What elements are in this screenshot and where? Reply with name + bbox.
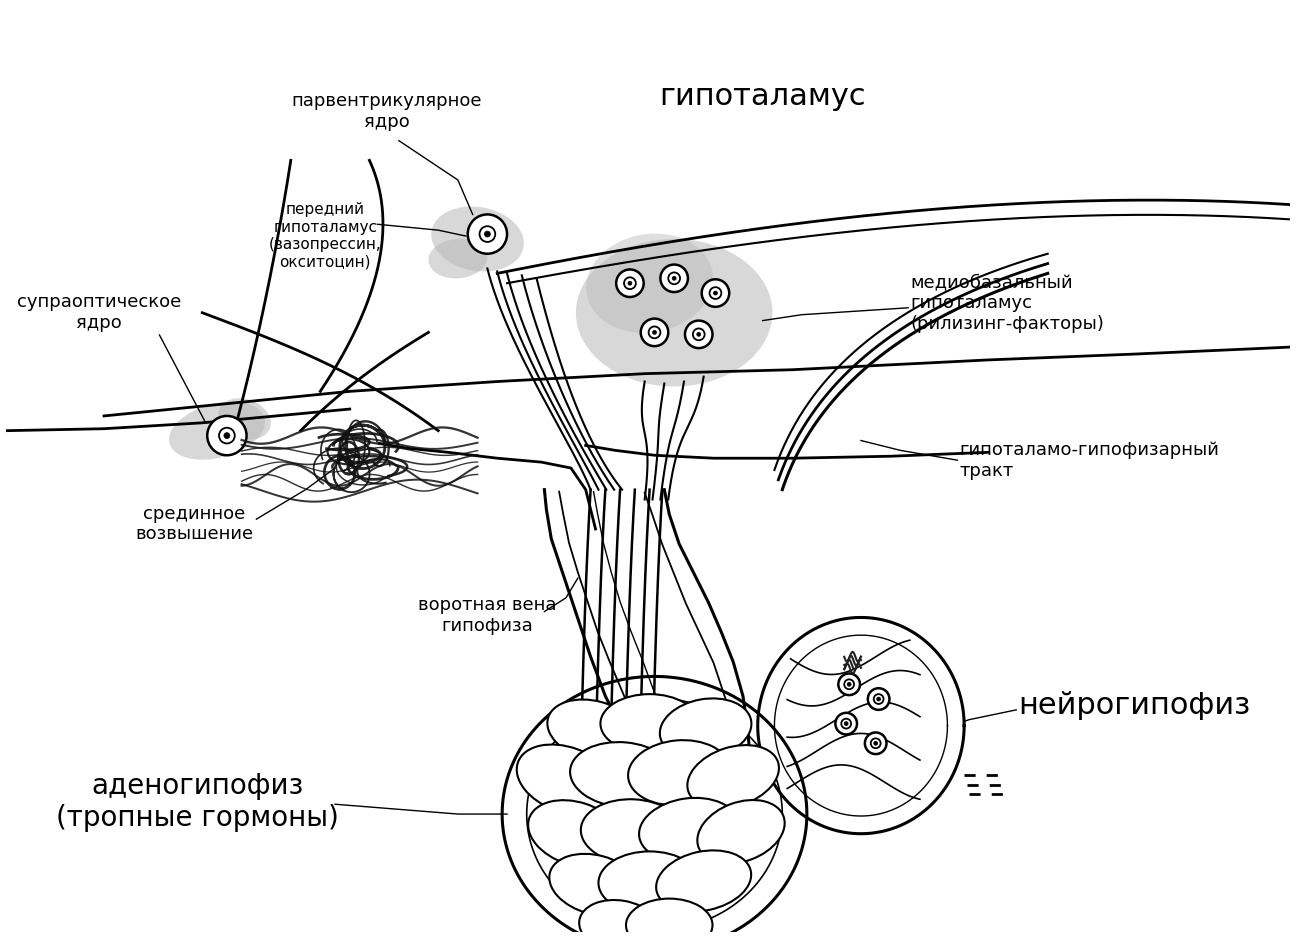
Circle shape xyxy=(848,682,852,686)
Ellipse shape xyxy=(576,239,772,386)
Circle shape xyxy=(838,673,859,695)
Circle shape xyxy=(479,227,495,242)
Circle shape xyxy=(673,276,677,280)
Ellipse shape xyxy=(528,800,623,868)
Ellipse shape xyxy=(168,401,265,460)
Circle shape xyxy=(208,415,247,455)
Text: гипоталамус: гипоталамус xyxy=(660,82,866,111)
Text: парвентрикулярное
ядро: парвентрикулярное ядро xyxy=(291,92,482,131)
Ellipse shape xyxy=(598,852,701,915)
Ellipse shape xyxy=(687,745,778,808)
Circle shape xyxy=(641,319,669,346)
Ellipse shape xyxy=(579,900,661,940)
Circle shape xyxy=(653,331,657,335)
Circle shape xyxy=(874,694,884,704)
Ellipse shape xyxy=(547,699,640,761)
Circle shape xyxy=(669,273,680,284)
Text: воротная вена
гипофиза: воротная вена гипофиза xyxy=(418,596,556,635)
Circle shape xyxy=(841,719,852,728)
Ellipse shape xyxy=(431,207,524,272)
Ellipse shape xyxy=(581,799,684,864)
Ellipse shape xyxy=(660,698,751,759)
Text: срединное
возвышение: срединное возвышение xyxy=(136,505,253,543)
Ellipse shape xyxy=(601,694,699,753)
Circle shape xyxy=(223,432,230,439)
Circle shape xyxy=(844,722,848,726)
Ellipse shape xyxy=(517,744,615,815)
Ellipse shape xyxy=(626,899,713,940)
Circle shape xyxy=(684,321,713,348)
Circle shape xyxy=(697,333,701,337)
Text: нейрогипофиз: нейрогипофиз xyxy=(1019,692,1250,720)
Ellipse shape xyxy=(697,800,785,864)
Circle shape xyxy=(628,281,632,285)
Circle shape xyxy=(709,287,721,299)
Text: аденогипофиз
(тропные гормоны): аденогипофиз (тропные гормоны) xyxy=(56,772,338,833)
Ellipse shape xyxy=(628,740,730,806)
Ellipse shape xyxy=(586,233,713,333)
Circle shape xyxy=(649,326,661,338)
Circle shape xyxy=(219,428,235,444)
Circle shape xyxy=(701,279,729,306)
Circle shape xyxy=(661,264,688,292)
Text: супраоптическое
ядро: супраоптическое ядро xyxy=(17,293,182,332)
Circle shape xyxy=(865,732,887,754)
Text: гипоталамо-гипофизарный
тракт: гипоталамо-гипофизарный тракт xyxy=(959,441,1218,479)
Ellipse shape xyxy=(639,798,739,862)
Circle shape xyxy=(844,680,854,689)
Circle shape xyxy=(836,713,857,734)
Circle shape xyxy=(616,270,644,297)
Ellipse shape xyxy=(656,851,751,912)
Circle shape xyxy=(468,214,507,254)
Text: медиобазальный
гипоталамус
(рилизинг-факторы): медиобазальный гипоталамус (рилизинг-фак… xyxy=(910,274,1104,333)
Ellipse shape xyxy=(571,742,677,807)
Text: передний
гипоталамус
(вазопрессин,
окситоцин): передний гипоталамус (вазопрессин, оксит… xyxy=(269,202,381,270)
Circle shape xyxy=(871,738,880,748)
Circle shape xyxy=(713,291,717,295)
Ellipse shape xyxy=(218,399,270,440)
Circle shape xyxy=(624,277,636,290)
Ellipse shape xyxy=(428,239,487,278)
Polygon shape xyxy=(757,618,964,834)
Circle shape xyxy=(693,328,705,340)
Ellipse shape xyxy=(550,854,641,916)
Polygon shape xyxy=(502,677,807,940)
Circle shape xyxy=(876,697,880,701)
Circle shape xyxy=(867,688,889,710)
Circle shape xyxy=(874,742,878,745)
Circle shape xyxy=(485,231,490,237)
